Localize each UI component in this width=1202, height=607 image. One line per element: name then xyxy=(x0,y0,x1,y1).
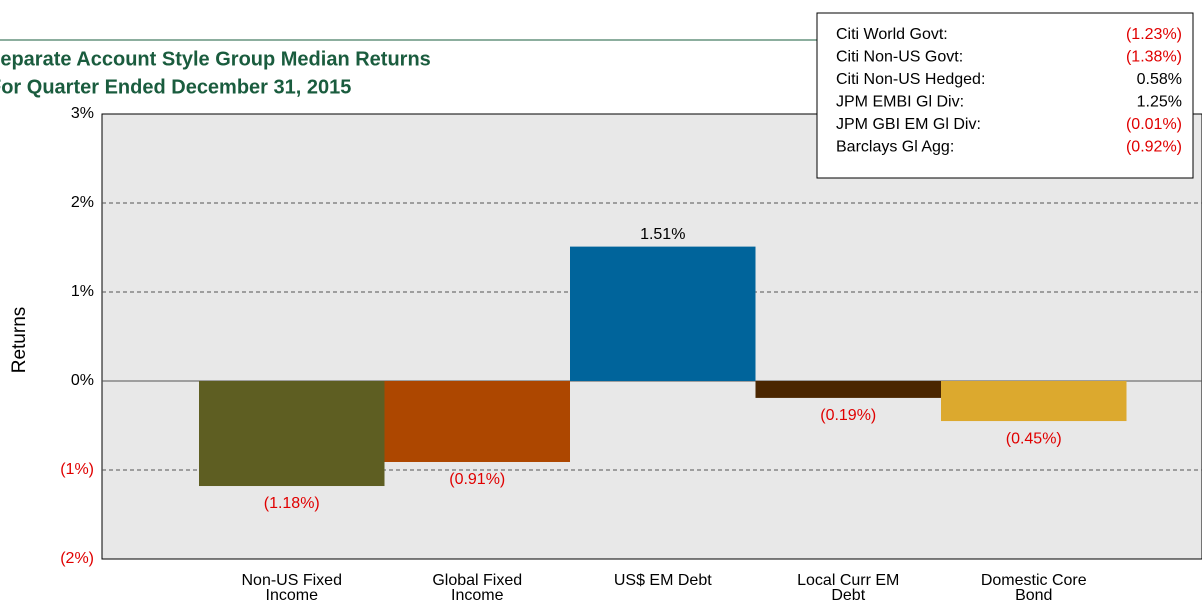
chart-title: Separate Account Style Group Median Retu… xyxy=(0,48,431,70)
bar xyxy=(755,381,941,398)
bar xyxy=(199,381,385,487)
benchmark-value: (0.01%) xyxy=(1126,116,1182,133)
x-tick-label: Domestic Core Bond xyxy=(980,572,1087,604)
benchmark-value: (0.92%) xyxy=(1126,139,1182,156)
benchmark-name: Citi Non-US Hedged: xyxy=(836,71,985,88)
y-tick-label: (1%) xyxy=(60,461,94,478)
bar xyxy=(941,381,1127,422)
data-label: (0.91%) xyxy=(449,471,505,488)
x-tick-label: Global Fixed Income xyxy=(432,572,523,604)
benchmark-value: 0.58% xyxy=(1137,71,1182,88)
y-axis-label: Returns xyxy=(9,307,30,374)
x-tick-label: US$ EM Debt xyxy=(613,572,712,589)
benchmark-name: Citi Non-US Govt: xyxy=(836,49,963,66)
y-tick-label: 0% xyxy=(71,372,94,389)
y-tick-label: 3% xyxy=(71,105,94,122)
benchmark-value: (1.23%) xyxy=(1126,26,1182,43)
benchmark-value: 1.25% xyxy=(1137,94,1182,111)
data-label: (0.45%) xyxy=(1006,430,1062,447)
y-tick-label: (2%) xyxy=(60,550,94,567)
bar xyxy=(384,381,570,462)
benchmark-name: Barclays Gl Agg: xyxy=(836,139,954,156)
chart-subtitle: For Quarter Ended December 31, 2015 xyxy=(0,76,351,98)
benchmark-name: Citi World Govt: xyxy=(836,26,948,43)
legend-box xyxy=(816,12,1194,179)
benchmark-name: JPM GBI EM Gl Div: xyxy=(836,116,981,133)
bar xyxy=(570,246,756,381)
benchmark-value: (1.38%) xyxy=(1126,49,1182,66)
y-tick-label: 2% xyxy=(71,194,94,211)
x-tick-label: Non-US Fixed Income xyxy=(241,572,342,604)
benchmark-name: JPM EMBI Gl Div: xyxy=(836,94,964,111)
x-tick-label: Local Curr EM Debt xyxy=(797,572,900,604)
data-label: (1.18%) xyxy=(264,495,320,512)
data-label: (0.19%) xyxy=(820,407,876,424)
data-label: 1.51% xyxy=(640,226,685,243)
y-tick-label: 1% xyxy=(71,283,94,300)
